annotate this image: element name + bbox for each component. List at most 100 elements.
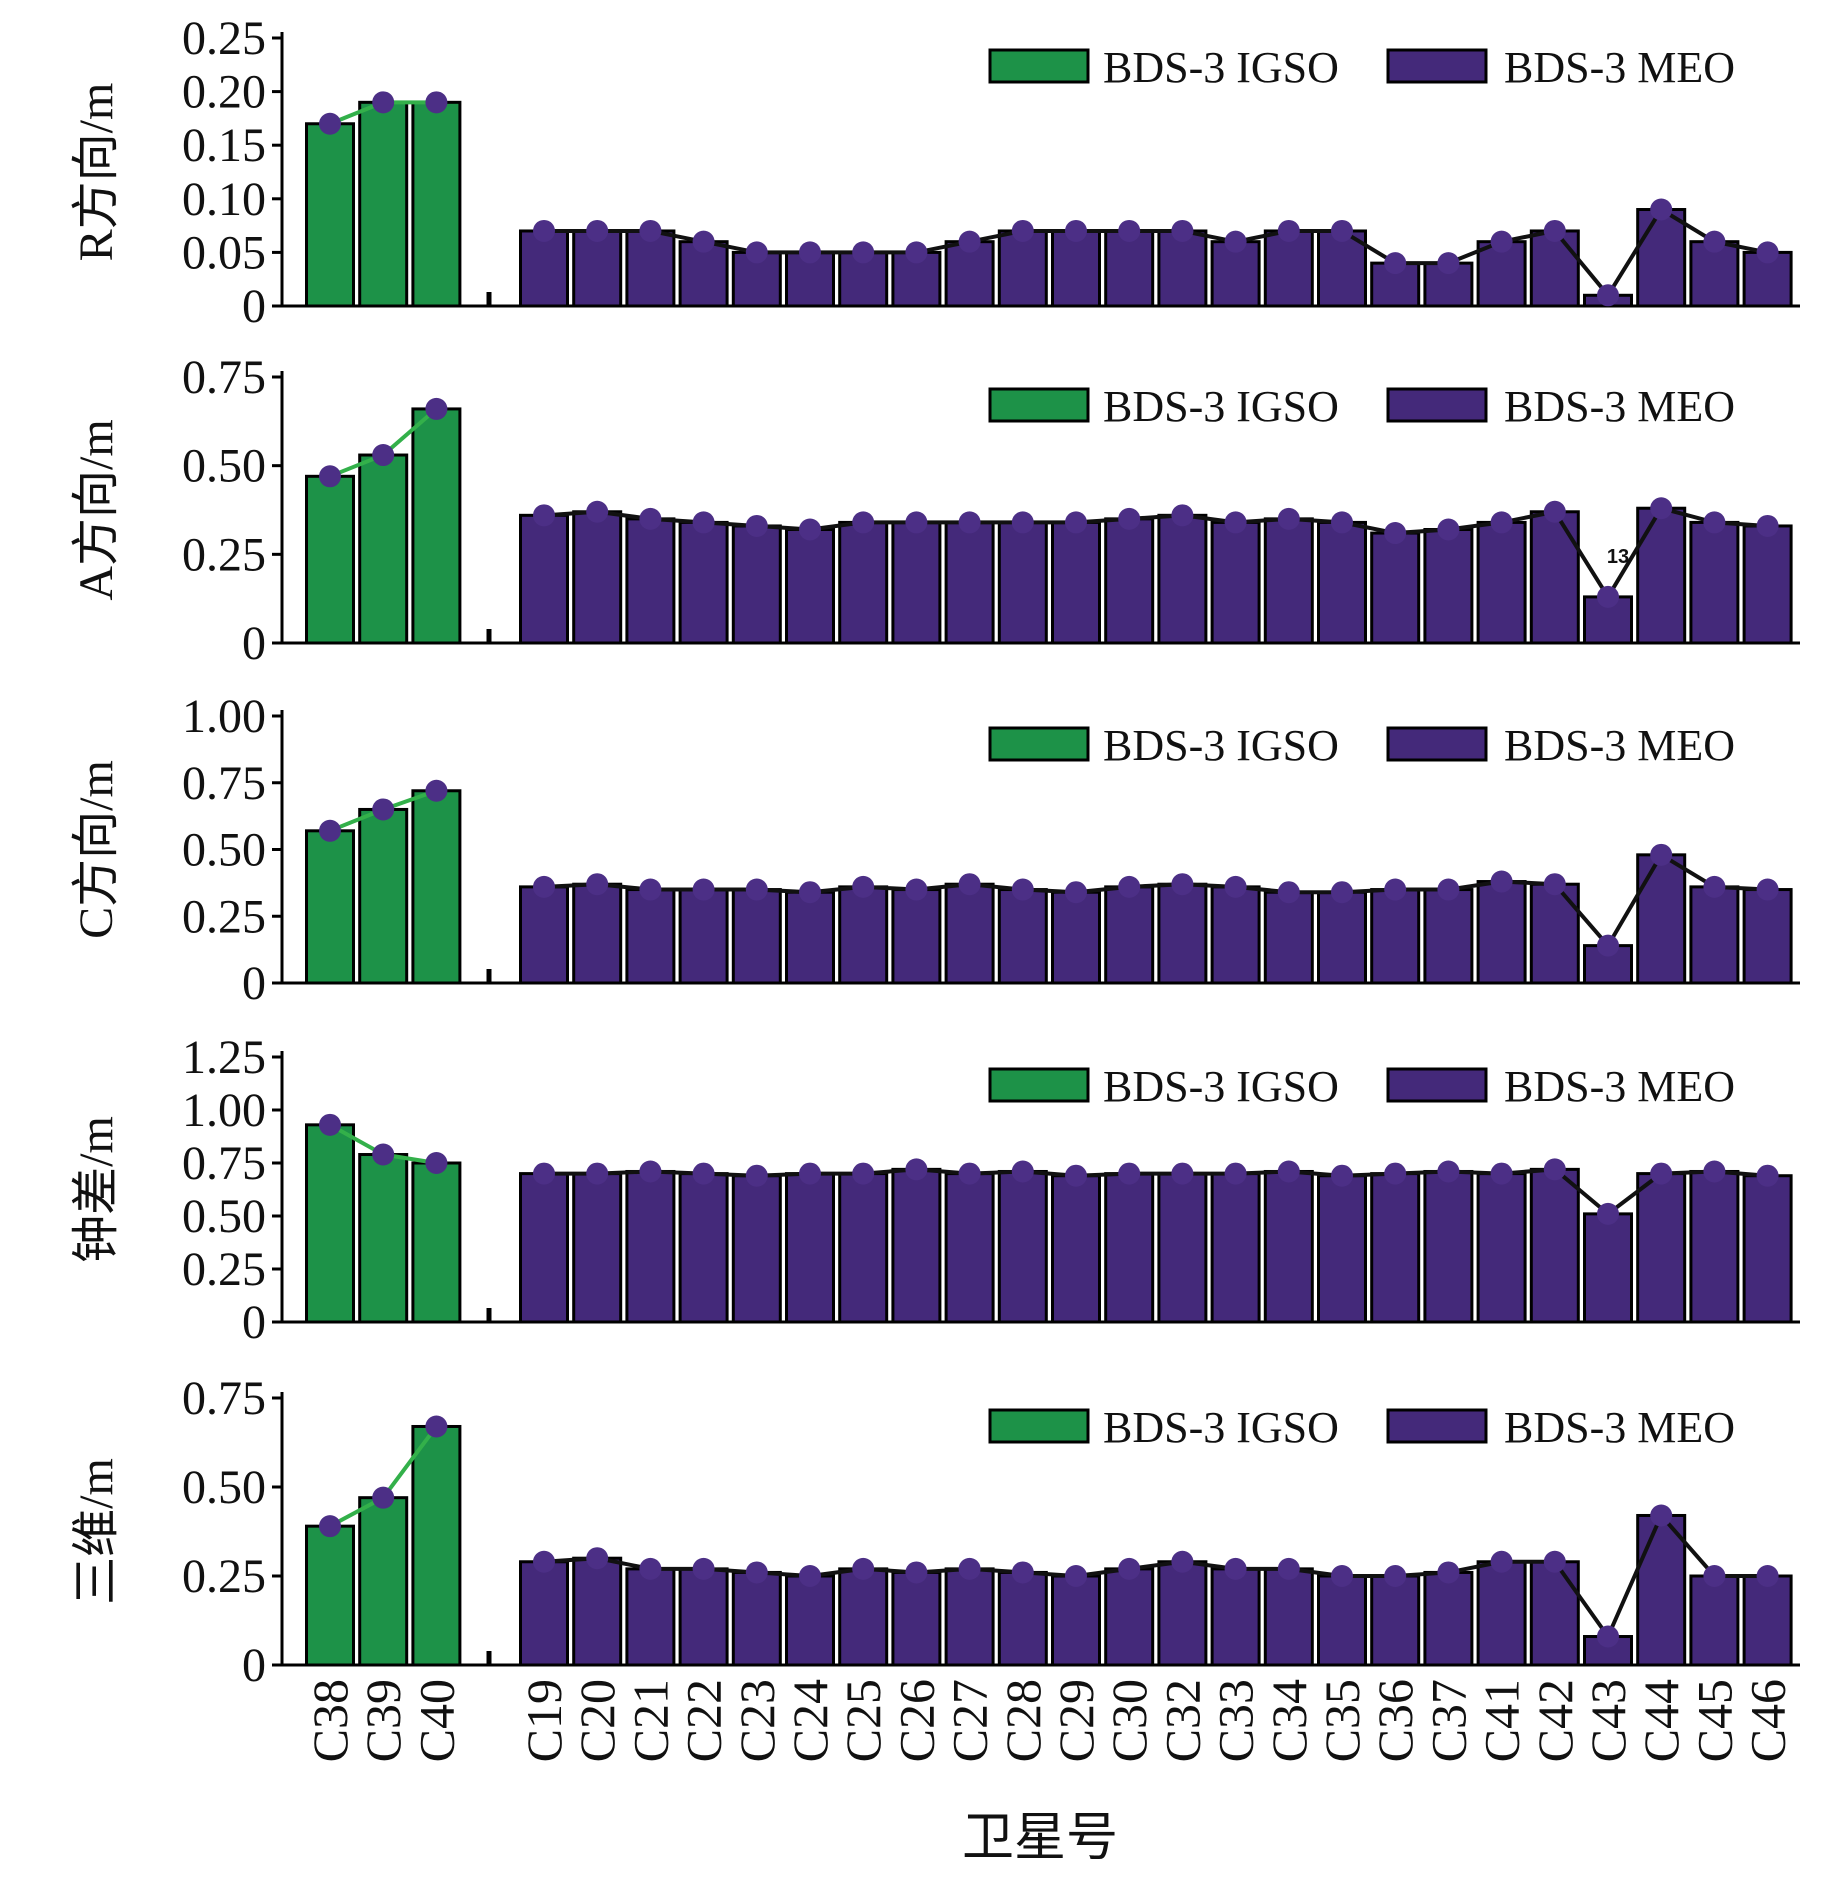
legend-label-igso: BDS-3 IGSO — [1103, 721, 1339, 770]
marker-C37 — [1437, 1561, 1460, 1584]
legend-swatch-igso — [988, 48, 1090, 84]
marker-C41 — [1490, 1550, 1513, 1573]
bar-C22 — [678, 1567, 729, 1667]
bar-C27 — [944, 1172, 995, 1324]
bar-C21 — [625, 229, 676, 308]
bar-C32 — [1157, 1172, 1208, 1324]
legend-swatch-meo — [1386, 726, 1488, 762]
marker-C33 — [1224, 1162, 1247, 1185]
bar-C23 — [731, 888, 782, 985]
marker-C29 — [1065, 1565, 1087, 1587]
legend-label-meo: BDS-3 MEO — [1504, 382, 1735, 431]
bar-C39 — [358, 100, 409, 308]
marker-C35 — [1331, 1565, 1353, 1587]
bar-C29 — [1051, 1174, 1101, 1324]
x-tick-label-C39: C39 — [355, 1679, 411, 1762]
bar-C20 — [572, 1556, 623, 1667]
y-tick-label: 0 — [242, 280, 266, 333]
bar-C44 — [1636, 506, 1687, 645]
chart-panel-2: 0 0.25 0.50 0.75 A方向/m 13 BDS-3 IGSO BDS-3 MEO — [70, 351, 1800, 670]
bar-C42 — [1529, 882, 1580, 985]
bar-C33 — [1210, 1172, 1261, 1324]
marker-C36 — [1384, 522, 1407, 545]
marker-C45 — [1703, 1565, 1726, 1587]
bar-C23 — [731, 1570, 782, 1667]
x-tick-label-C23: C23 — [729, 1679, 785, 1762]
bar-C29 — [1051, 520, 1101, 645]
marker-C23 — [745, 1561, 768, 1584]
bar-C41 — [1476, 880, 1527, 985]
marker-C24 — [799, 881, 821, 904]
marker-C24 — [799, 241, 821, 264]
marker-C40 — [425, 1415, 448, 1438]
y-tick-label: 0.50 — [182, 1190, 266, 1243]
marker-C42 — [1543, 1158, 1566, 1181]
bar-C20 — [572, 1172, 623, 1324]
bar-C32 — [1157, 1560, 1208, 1667]
marker-C30 — [1118, 1162, 1141, 1185]
bar-C44 — [1636, 208, 1687, 308]
bar-C37 — [1423, 1169, 1474, 1324]
marker-C25 — [852, 241, 875, 264]
marker-C22 — [692, 878, 715, 901]
y-tick-label: 0.75 — [182, 1137, 266, 1190]
marker-C46 — [1756, 1164, 1779, 1187]
bar-C35 — [1317, 1574, 1367, 1667]
legend-label-igso: BDS-3 IGSO — [1103, 1403, 1339, 1452]
marker-C32 — [1171, 1550, 1194, 1573]
legend-label-igso: BDS-3 IGSO — [1103, 382, 1339, 431]
bar-C25 — [838, 1172, 889, 1324]
bar-C27 — [944, 1567, 995, 1667]
x-tick-label-C38: C38 — [302, 1679, 358, 1762]
marker-C23 — [745, 878, 768, 901]
bar-C43 — [1583, 944, 1633, 985]
bar-C46 — [1742, 524, 1793, 645]
marker-C29 — [1065, 511, 1087, 534]
bar-C28 — [997, 888, 1048, 985]
marker-C34 — [1277, 1557, 1300, 1580]
bar-C33 — [1210, 885, 1261, 985]
marker-C46 — [1756, 514, 1779, 537]
x-tick-label-C33: C33 — [1208, 1679, 1264, 1762]
bar-C43 — [1583, 1212, 1633, 1324]
marker-C26 — [905, 1561, 928, 1584]
marker-C26 — [905, 241, 928, 264]
marker-C27 — [958, 1162, 981, 1185]
marker-C43 — [1597, 934, 1619, 957]
marker-C42 — [1543, 1550, 1566, 1573]
bar-C24 — [785, 250, 835, 308]
bar-C38 — [305, 1123, 355, 1324]
marker-C24 — [799, 518, 821, 541]
bar-C21 — [625, 517, 676, 645]
x-tick-label-C29: C29 — [1048, 1679, 1104, 1762]
marker-C19 — [533, 1162, 555, 1185]
marker-C45 — [1703, 1160, 1726, 1183]
bar-C34 — [1263, 517, 1314, 645]
legend-label-meo: BDS-3 MEO — [1504, 43, 1735, 92]
bar-C24 — [785, 1574, 835, 1667]
bar-C33 — [1210, 520, 1261, 645]
marker-C45 — [1703, 230, 1726, 253]
y-tick-label: 0.20 — [182, 66, 266, 119]
marker-C23 — [745, 241, 768, 264]
bar-C45 — [1689, 1574, 1740, 1667]
marker-C35 — [1331, 1164, 1353, 1187]
bar-C41 — [1476, 1560, 1527, 1667]
bar-C24 — [785, 528, 835, 645]
marker-C37 — [1437, 252, 1460, 275]
y-tick-label: 0 — [242, 957, 266, 1010]
legend-swatch-meo — [1386, 1408, 1488, 1444]
bar-C19 — [519, 1172, 569, 1324]
y-tick-label: 0.25 — [182, 12, 266, 65]
marker-C26 — [905, 878, 928, 901]
x-tick-label-C25: C25 — [835, 1679, 891, 1762]
marker-C44 — [1650, 497, 1673, 520]
marker-C28 — [1011, 219, 1034, 242]
marker-C46 — [1756, 878, 1779, 901]
x-tick-label-C26: C26 — [888, 1679, 944, 1762]
marker-C44 — [1650, 1162, 1673, 1185]
chart-panel-4: 00.250.500.751.001.25 钟差/m BDS-3 IGSO BDS-3… — [70, 1031, 1800, 1349]
marker-C39 — [372, 1486, 395, 1509]
bar-C27 — [944, 520, 995, 645]
marker-C36 — [1384, 252, 1407, 275]
